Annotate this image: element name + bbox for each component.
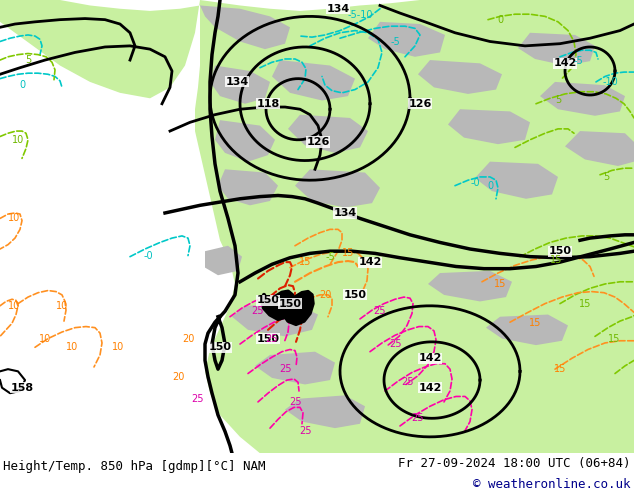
- Text: -0: -0: [143, 250, 153, 261]
- Polygon shape: [262, 292, 294, 319]
- Text: -5: -5: [390, 36, 400, 47]
- Polygon shape: [288, 115, 368, 153]
- Polygon shape: [418, 60, 502, 94]
- Polygon shape: [272, 60, 355, 100]
- Text: 10: 10: [66, 343, 78, 352]
- Text: 10: 10: [8, 214, 20, 223]
- Text: 15: 15: [554, 364, 566, 374]
- Polygon shape: [205, 246, 242, 275]
- Text: 15: 15: [342, 248, 354, 258]
- Polygon shape: [448, 109, 530, 144]
- Text: 25: 25: [252, 306, 264, 316]
- Text: -5-10: -5-10: [347, 10, 373, 20]
- Text: 15: 15: [299, 257, 311, 267]
- Polygon shape: [565, 131, 634, 166]
- Text: 10: 10: [8, 301, 20, 311]
- Text: © weatheronline.co.uk: © weatheronline.co.uk: [474, 478, 631, 490]
- Text: Fr 27-09-2024 18:00 UTC (06+84): Fr 27-09-2024 18:00 UTC (06+84): [398, 457, 631, 469]
- Polygon shape: [295, 169, 380, 207]
- Text: 25: 25: [299, 426, 311, 437]
- Text: 25: 25: [389, 339, 401, 349]
- Polygon shape: [232, 304, 318, 337]
- Text: 158: 158: [10, 383, 34, 392]
- Text: 20: 20: [172, 372, 184, 382]
- Polygon shape: [0, 0, 200, 98]
- Text: 20: 20: [182, 334, 194, 343]
- Polygon shape: [475, 162, 558, 199]
- Text: 25: 25: [288, 397, 301, 407]
- Text: 5: 5: [25, 55, 31, 65]
- Text: 15: 15: [579, 298, 591, 309]
- Text: 150: 150: [344, 290, 366, 300]
- Text: 150: 150: [257, 295, 280, 305]
- Text: 25: 25: [191, 393, 204, 404]
- Text: 0: 0: [19, 80, 25, 90]
- Polygon shape: [210, 66, 270, 104]
- Text: -5: -5: [573, 56, 583, 66]
- Text: 134: 134: [333, 208, 356, 218]
- Text: 15: 15: [550, 255, 562, 265]
- Text: 5: 5: [555, 96, 561, 105]
- Text: 150: 150: [209, 343, 231, 352]
- Text: -10: -10: [602, 77, 618, 87]
- Text: 142: 142: [553, 58, 577, 68]
- Text: 25: 25: [279, 364, 291, 374]
- Text: 10: 10: [12, 135, 24, 145]
- Text: 15: 15: [608, 334, 620, 343]
- Text: 10: 10: [39, 334, 51, 343]
- Polygon shape: [215, 120, 275, 162]
- Text: 25: 25: [402, 377, 414, 387]
- Text: 10: 10: [112, 343, 124, 352]
- Polygon shape: [218, 169, 278, 205]
- Text: 142: 142: [418, 383, 442, 392]
- Text: 134: 134: [327, 4, 349, 14]
- Polygon shape: [540, 82, 625, 116]
- Text: -0: -0: [470, 178, 480, 189]
- Text: 142: 142: [358, 257, 382, 267]
- Text: Height/Temp. 850 hPa [gdmp][°C] NAM: Height/Temp. 850 hPa [gdmp][°C] NAM: [3, 460, 266, 473]
- Text: 150: 150: [548, 246, 571, 256]
- Polygon shape: [368, 22, 445, 57]
- Text: 118: 118: [256, 99, 280, 109]
- Polygon shape: [428, 271, 512, 301]
- Polygon shape: [195, 0, 634, 453]
- Polygon shape: [285, 395, 365, 428]
- Text: 126: 126: [306, 137, 330, 147]
- Text: -5: -5: [325, 252, 335, 262]
- Text: 25: 25: [266, 334, 278, 343]
- Text: 25: 25: [374, 306, 386, 316]
- Polygon shape: [282, 292, 313, 324]
- Polygon shape: [518, 33, 595, 66]
- Text: 150: 150: [278, 298, 302, 309]
- Text: 0: 0: [497, 15, 503, 24]
- Text: 15: 15: [494, 279, 506, 289]
- Text: 126: 126: [408, 99, 432, 109]
- Text: 10: 10: [56, 301, 68, 311]
- Text: 15: 15: [529, 318, 541, 328]
- Text: 20: 20: [319, 290, 331, 300]
- Text: 5: 5: [603, 172, 609, 182]
- Text: 0: 0: [487, 181, 493, 191]
- Polygon shape: [486, 315, 568, 345]
- Polygon shape: [200, 5, 290, 49]
- Text: 25: 25: [411, 413, 424, 423]
- Polygon shape: [255, 352, 335, 385]
- Text: 134: 134: [225, 77, 249, 87]
- Text: 142: 142: [418, 353, 442, 363]
- Text: 150: 150: [257, 334, 280, 343]
